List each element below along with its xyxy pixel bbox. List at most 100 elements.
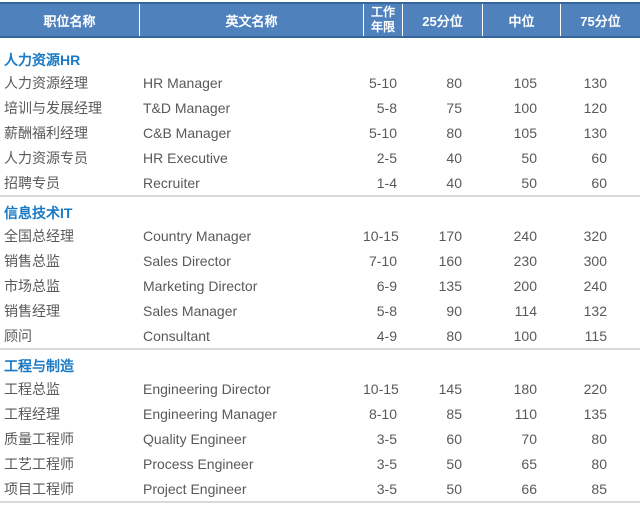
percentile-25-cell: 90 [446, 302, 462, 319]
percentile-75-cell: 115 [584, 327, 607, 344]
percentile-75-cell: 85 [591, 480, 607, 497]
percentile-25-cell: 50 [446, 455, 462, 472]
table-row: 工艺工程师 Process Engineer 3-5 50 65 80 [0, 451, 640, 476]
position-name-en-cell: Engineering Director [143, 380, 271, 397]
percentile-25-cell: 85 [446, 405, 462, 422]
percentile-25-cell: 60 [446, 430, 462, 447]
table-row: 工程总监 Engineering Director 10-15 145 180 220 [0, 376, 640, 401]
work-years-cell: 7-10 [368, 252, 397, 269]
median-cell: 50 [521, 174, 537, 191]
section-2: 信息技术IT 全国总经理 Country Manager 10-15 170 240 320… [0, 203, 640, 350]
header-position-name: 职位名称 [43, 13, 96, 29]
median-cell: 50 [521, 149, 537, 166]
position-name-en-cell: HR Executive [143, 149, 228, 166]
percentile-75-cell: 60 [591, 149, 607, 166]
section-title: 信息技术IT [4, 205, 73, 221]
percentile-75-cell: 120 [583, 99, 607, 116]
median-cell: 66 [521, 480, 537, 497]
percentile-25-cell: 135 [438, 277, 462, 294]
work-years-cell: 5-8 [376, 302, 397, 319]
section-divider [0, 195, 640, 197]
table-row: 质量工程师 Quality Engineer 3-5 60 70 80 [0, 426, 640, 451]
section-divider [0, 501, 640, 503]
section-1: 人力资源HR 人力资源经理 HR Manager 5-10 80 105 130 培训与发展经… [0, 50, 640, 197]
position-name-cn-cell: 人力资源经理 [4, 74, 88, 91]
work-years-cell: 6-9 [376, 277, 397, 294]
percentile-25-cell: 40 [446, 149, 462, 166]
percentile-75-cell: 130 [583, 124, 607, 141]
work-years-cell: 3-5 [376, 480, 397, 497]
position-name-en-cell: Engineering Manager [143, 405, 277, 422]
position-name-en-cell: Marketing Director [143, 277, 258, 294]
position-name-cn-cell: 招聘专员 [4, 174, 60, 191]
work-years-cell: 3-5 [376, 430, 397, 447]
section-title: 工程与制造 [4, 358, 74, 374]
table-row: 销售总监 Sales Director 7-10 160 230 300 [0, 248, 640, 273]
header-25th-percentile: 25分位 [402, 4, 482, 36]
position-name-en-cell: Project Engineer [143, 480, 247, 497]
work-years-cell: 5-8 [376, 99, 397, 116]
section-divider [0, 348, 640, 350]
work-years-cell: 8-10 [368, 405, 397, 422]
position-name-en-cell: HR Manager [143, 74, 223, 91]
median-cell: 230 [513, 252, 537, 269]
percentile-25-cell: 145 [438, 380, 462, 397]
percentile-75-cell: 80 [591, 430, 607, 447]
percentile-25-cell: 170 [438, 227, 462, 244]
percentile-75-cell: 135 [583, 405, 607, 422]
median-cell: 65 [521, 455, 537, 472]
header-english-name: 英文名称 [139, 4, 363, 36]
table-row: 人力资源经理 HR Manager 5-10 80 105 130 [0, 70, 640, 95]
percentile-25-cell: 80 [446, 74, 462, 91]
percentile-75-cell: 80 [591, 455, 607, 472]
position-name-cn-cell: 工程经理 [4, 405, 60, 422]
median-cell: 70 [521, 430, 537, 447]
table-row: 招聘专员 Recruiter 1-4 40 50 60 [0, 170, 640, 195]
percentile-75-cell: 130 [583, 74, 607, 91]
table-body: 人力资源HR 人力资源经理 HR Manager 5-10 80 105 130 培训与发展经… [0, 50, 640, 503]
position-name-cn-cell: 销售总监 [4, 252, 60, 269]
section-title: 人力资源HR [4, 52, 81, 68]
table-header-row: 职位名称 英文名称 工作年限 25分位 中位 75分位 [0, 2, 640, 38]
position-name-cn-cell: 市场总监 [4, 277, 60, 294]
median-cell: 100 [513, 327, 537, 344]
section-3: 工程与制造工程总监 Engineering Director 10-15 145 180… [0, 356, 640, 503]
work-years-cell: 5-10 [368, 74, 397, 91]
position-name-en-cell: T&D Manager [143, 99, 231, 116]
position-name-cn-cell: 工艺工程师 [4, 455, 74, 472]
table-row: 销售经理 Sales Manager 5-8 90 114 132 [0, 298, 640, 323]
percentile-75-cell: 240 [583, 277, 607, 294]
percentile-25-cell: 40 [446, 174, 462, 191]
position-name-cn-cell: 人力资源专员 [4, 149, 88, 166]
position-name-cn-cell: 顾问 [4, 327, 32, 344]
position-name-en-cell: C&B Manager [143, 124, 231, 141]
median-cell: 240 [513, 227, 537, 244]
work-years-cell: 10-15 [363, 380, 399, 397]
position-name-en-cell: Sales Manager [143, 302, 238, 319]
median-cell: 180 [513, 380, 537, 397]
position-name-cn-cell: 全国总经理 [4, 227, 74, 244]
percentile-25-cell: 50 [446, 480, 462, 497]
position-name-cn-cell: 项目工程师 [4, 480, 74, 497]
percentile-75-cell: 300 [583, 252, 607, 269]
median-cell: 110 [514, 405, 537, 422]
position-name-en-cell: Quality Engineer [143, 430, 247, 447]
work-years-cell: 4-9 [376, 327, 397, 344]
percentile-25-cell: 75 [446, 99, 462, 116]
table-row: 培训与发展经理 T&D Manager 5-8 75 100 120 [0, 95, 640, 120]
position-name-cn-cell: 质量工程师 [4, 430, 74, 447]
position-name-en-cell: Consultant [143, 327, 210, 344]
position-name-cn-cell: 薪酬福利经理 [4, 124, 88, 141]
table-row: 全国总经理 Country Manager 10-15 170 240 320 [0, 223, 640, 248]
header-75th-percentile: 75分位 [560, 4, 640, 36]
table-row: 顾问 Consultant 4-9 80 100 115 [0, 323, 640, 348]
percentile-25-cell: 80 [446, 124, 462, 141]
position-name-cn-cell: 工程总监 [4, 380, 60, 397]
header-work-years-label: 工作年限 [371, 5, 396, 34]
table-row: 项目工程师 Project Engineer 3-5 50 66 85 [0, 476, 640, 501]
table-row: 市场总监 Marketing Director 6-9 135 200 240 [0, 273, 640, 298]
table-row: 工程经理 Engineering Manager 8-10 85 110 135 [0, 401, 640, 426]
median-cell: 100 [513, 99, 537, 116]
percentile-75-cell: 60 [591, 174, 607, 191]
